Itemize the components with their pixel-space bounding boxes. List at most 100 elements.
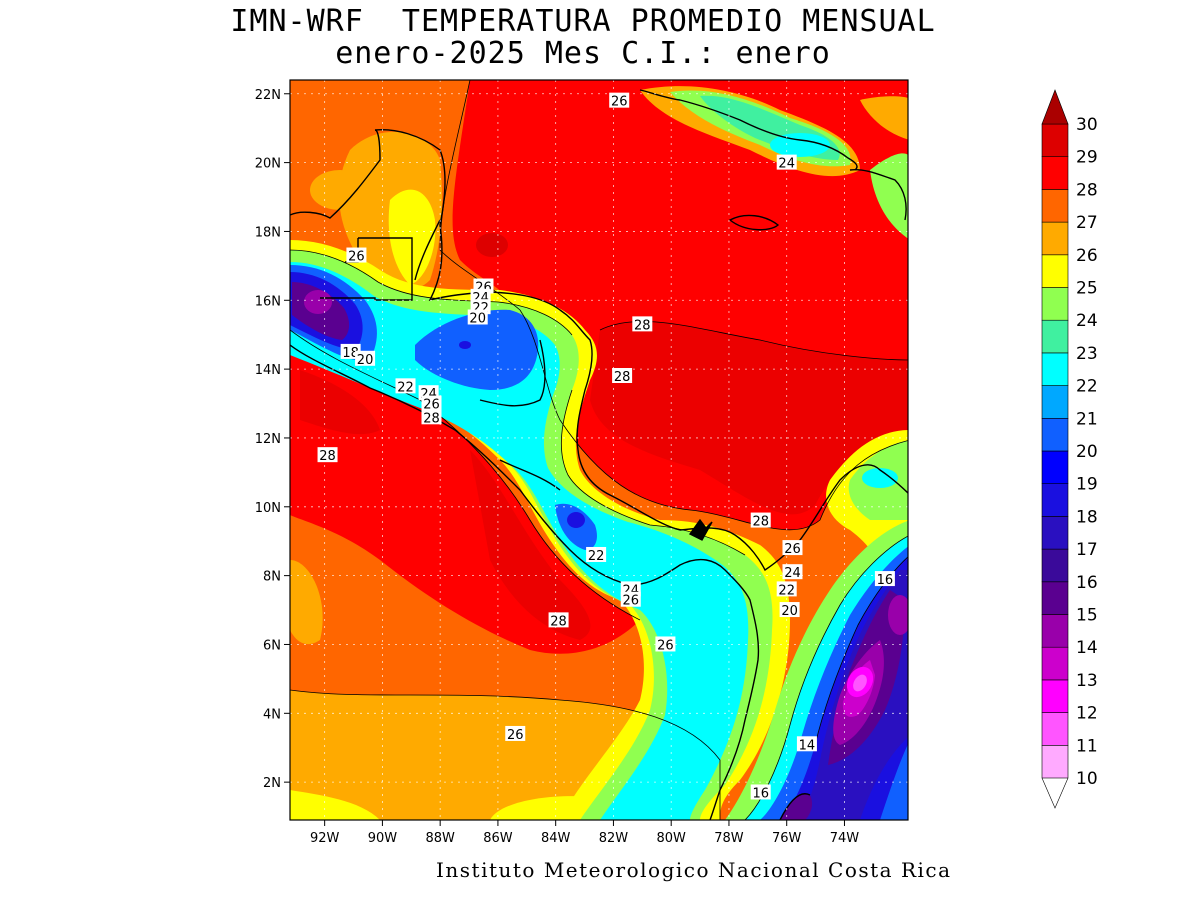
lat-tick-label: 22N <box>255 88 281 103</box>
colorbar-label: 26 <box>1076 246 1098 266</box>
contour-label: 26 <box>609 92 630 110</box>
contour-label: 28 <box>750 512 771 530</box>
svg-text:26: 26 <box>423 398 440 413</box>
contour-label: 20 <box>779 602 800 619</box>
lon-tick-label: 76W <box>772 831 802 846</box>
contour-label: 16 <box>750 784 771 801</box>
contour-label: 28 <box>317 447 338 464</box>
colorbar-label: 17 <box>1076 540 1098 560</box>
colorbar-bin <box>1041 123 1069 158</box>
lon-tick-label: 74W <box>830 831 860 846</box>
colorbar-label: 20 <box>1076 442 1098 462</box>
lat-tick-label: 6N <box>263 638 281 653</box>
svg-text:18: 18 <box>342 346 359 361</box>
colorbar-label: 18 <box>1076 507 1098 527</box>
svg-text:26: 26 <box>622 594 639 609</box>
colorbar-label: 12 <box>1076 704 1098 724</box>
chart-subtitle: enero-2025 Mes C.I.: enero <box>335 36 831 71</box>
contour-label: 16 <box>874 571 895 588</box>
lat-tick-label: 4N <box>263 707 281 722</box>
colorbar-bin <box>1041 156 1069 190</box>
colorbar-label: 23 <box>1076 344 1098 364</box>
colorbar-bin <box>1041 254 1069 288</box>
contour-label: 26 <box>782 540 803 557</box>
colorbar-bin <box>1041 581 1069 615</box>
lon-tick-label: 92W <box>310 831 340 846</box>
colorbar-label: 25 <box>1076 279 1098 299</box>
contour-label: 24 <box>782 564 803 581</box>
svg-text:28: 28 <box>634 318 651 333</box>
colorbar-bin <box>1041 712 1069 746</box>
colorbar-bin <box>1041 646 1069 681</box>
svg-text:26: 26 <box>784 542 801 557</box>
colorbar-bin <box>1041 614 1069 648</box>
colorbar-bottom-arrow <box>1041 777 1069 809</box>
svg-text:16: 16 <box>877 573 894 588</box>
colorbar-bin <box>1041 450 1069 485</box>
colorbar-label: 15 <box>1076 606 1098 626</box>
svg-text:26: 26 <box>611 95 628 110</box>
lat-tick-label: 12N <box>255 432 281 447</box>
colorbar-bin <box>1041 189 1069 223</box>
lat-tick-label: 16N <box>255 294 281 309</box>
contour-label: 28 <box>612 368 633 385</box>
contour-label: 26 <box>421 395 442 413</box>
svg-text:26: 26 <box>657 638 674 653</box>
lon-tick-label: 90W <box>368 831 398 846</box>
lon-tick-label: 82W <box>599 831 629 846</box>
colorbar-bin <box>1041 221 1069 256</box>
colorbar-top-arrow <box>1041 89 1069 125</box>
colorbar-bin <box>1041 679 1069 713</box>
contour-label: 26 <box>505 725 526 743</box>
contour-label: 20 <box>355 350 376 368</box>
contour-label: 28 <box>632 316 653 333</box>
lat-tick-label: 8N <box>263 570 281 585</box>
contour-label: 28 <box>421 409 442 426</box>
lat-tick-label: 18N <box>255 225 281 240</box>
colorbar-bin <box>1041 483 1069 517</box>
contour-label: 26 <box>655 636 676 653</box>
colorbar-bin <box>1041 548 1069 583</box>
svg-text:20: 20 <box>781 604 798 619</box>
svg-text:24: 24 <box>778 157 795 172</box>
svg-text:20: 20 <box>357 353 374 368</box>
svg-text:28: 28 <box>614 370 631 385</box>
colorbar-label: 16 <box>1076 573 1098 593</box>
svg-text:28: 28 <box>319 449 336 464</box>
lat-tick-label: 14N <box>255 363 281 378</box>
lat-tick-label: 10N <box>255 501 281 516</box>
svg-text:28: 28 <box>550 614 567 629</box>
colorbar-label: 13 <box>1076 671 1098 691</box>
chart-title: IMN-WRF TEMPERATURA PROMEDIO MENSUAL <box>230 4 936 39</box>
colorbar-bin <box>1041 352 1069 386</box>
colorbar-label: 19 <box>1076 475 1098 495</box>
colorbar-label: 28 <box>1076 180 1098 200</box>
colorbar-bin <box>1041 319 1069 354</box>
contour-label: 26 <box>346 247 367 265</box>
svg-text:22: 22 <box>778 583 795 598</box>
colorbar-label: 21 <box>1076 409 1098 429</box>
credit-text: Instituto Meteorologico Nacional Costa R… <box>436 858 952 882</box>
lon-tick-label: 78W <box>714 831 744 846</box>
contour-label: 26 <box>620 591 641 609</box>
lat-tick-label: 20N <box>255 157 281 172</box>
contour-label: 14 <box>796 736 817 753</box>
lon-tick-label: 86W <box>483 831 513 846</box>
contour-label: 22 <box>395 378 416 395</box>
svg-text:24: 24 <box>784 566 801 581</box>
lon-tick-label: 80W <box>656 831 686 846</box>
lat-tick-label: 2N <box>263 776 281 791</box>
longitude-axis: 92W 90W 88W 86W 84W 82W 80W 78W 76W 74W <box>310 820 859 846</box>
svg-text:16: 16 <box>752 786 769 801</box>
colorbar-label: 14 <box>1076 638 1098 658</box>
contour-label: 20 <box>467 309 488 326</box>
contour-label: 24 <box>776 154 797 172</box>
colorbar-bin <box>1041 744 1069 779</box>
svg-text:20: 20 <box>469 311 486 326</box>
svg-text:26: 26 <box>507 728 524 743</box>
svg-text:28: 28 <box>752 515 769 530</box>
svg-text:14: 14 <box>799 738 816 753</box>
svg-text:26: 26 <box>348 250 365 265</box>
